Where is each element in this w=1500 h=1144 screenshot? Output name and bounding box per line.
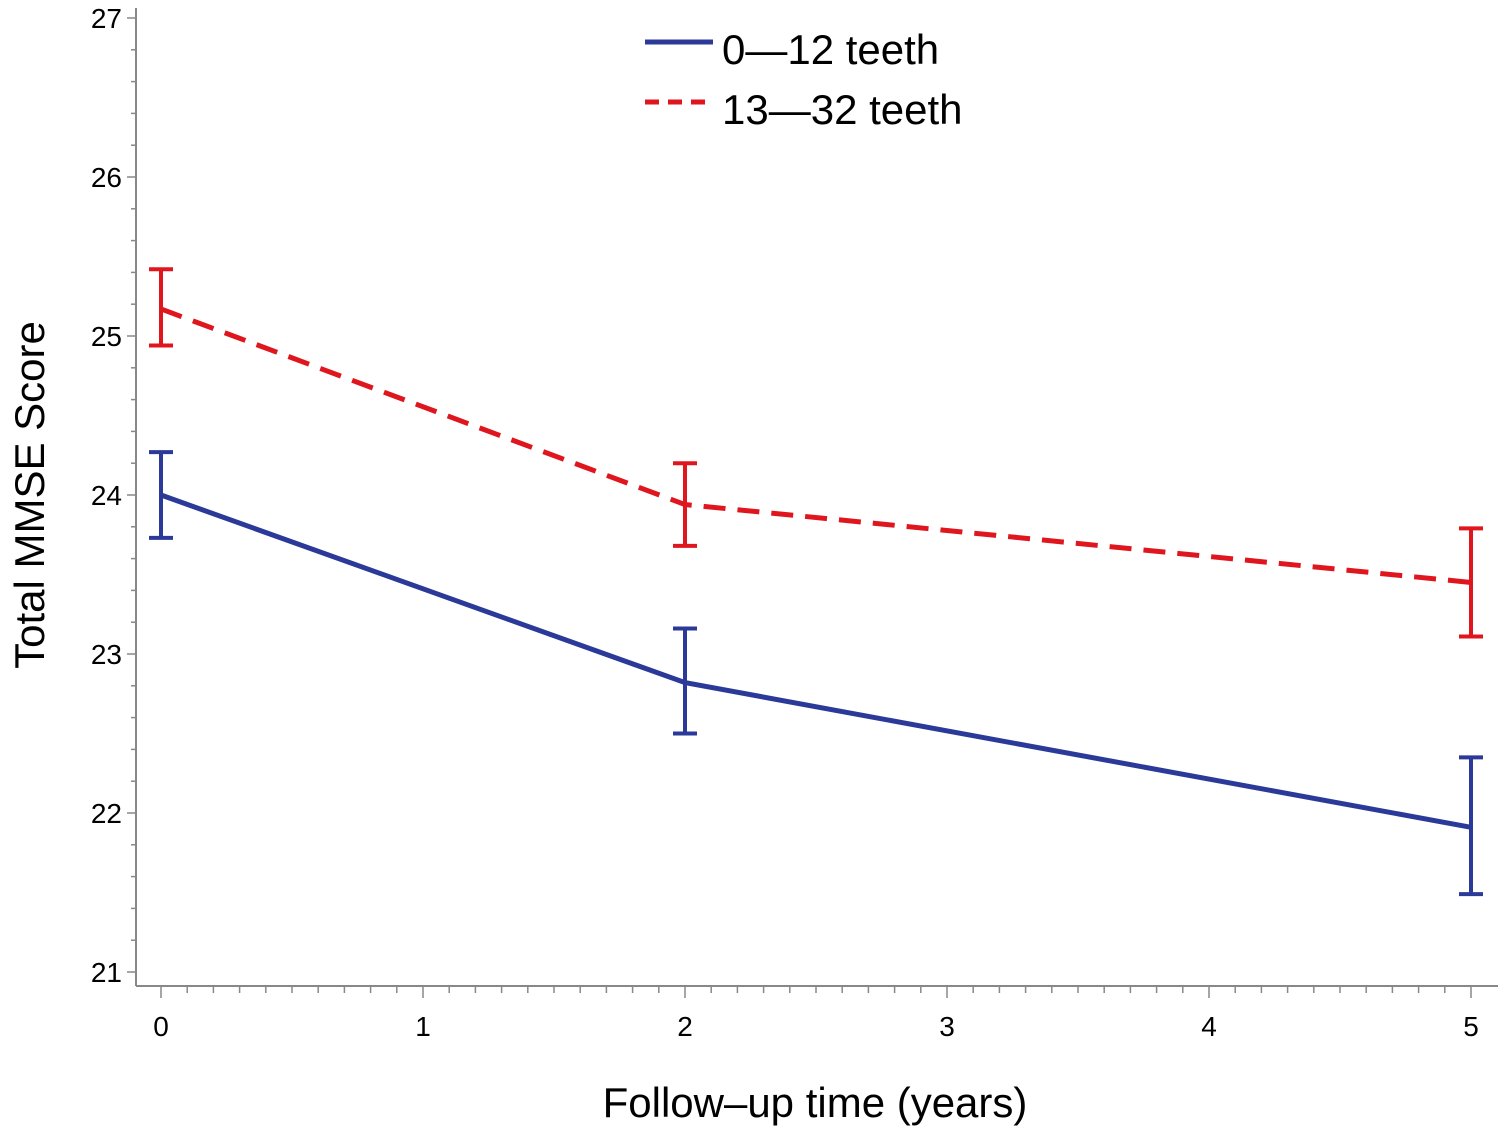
legend-label-series-0-12-teeth: 0—12 teeth bbox=[722, 26, 939, 73]
y-tick-label: 21 bbox=[91, 957, 122, 988]
y-tick-label: 23 bbox=[91, 639, 122, 670]
series-13-32-teeth-error-bar bbox=[149, 269, 173, 345]
y-tick-label: 25 bbox=[91, 321, 122, 352]
y-tick-label: 22 bbox=[91, 798, 122, 829]
y-tick-label: 24 bbox=[91, 480, 122, 511]
legend: 0—12 teeth 13—32 teeth bbox=[645, 26, 963, 133]
series-0-12-teeth-line bbox=[161, 495, 1471, 827]
x-tick-label: 2 bbox=[677, 1011, 693, 1042]
x-tick-label: 3 bbox=[939, 1011, 955, 1042]
x-axis-label: Follow–up time (years) bbox=[603, 1079, 1028, 1126]
x-tick-label: 5 bbox=[1463, 1011, 1479, 1042]
x-tick-label: 1 bbox=[415, 1011, 431, 1042]
series-0-12-teeth-error-bar bbox=[149, 452, 173, 538]
y-tick-label: 27 bbox=[91, 3, 122, 34]
plot-marks bbox=[149, 269, 1483, 894]
x-tick-label: 0 bbox=[153, 1011, 169, 1042]
legend-label-series-13-32-teeth: 13—32 teeth bbox=[722, 86, 963, 133]
y-axis-label: Total MMSE Score bbox=[6, 321, 53, 669]
series-13-32-teeth-error-bar bbox=[673, 463, 697, 546]
series-13-32-teeth-line bbox=[161, 309, 1471, 582]
y-tick-label: 26 bbox=[91, 162, 122, 193]
x-tick-label: 4 bbox=[1201, 1011, 1217, 1042]
